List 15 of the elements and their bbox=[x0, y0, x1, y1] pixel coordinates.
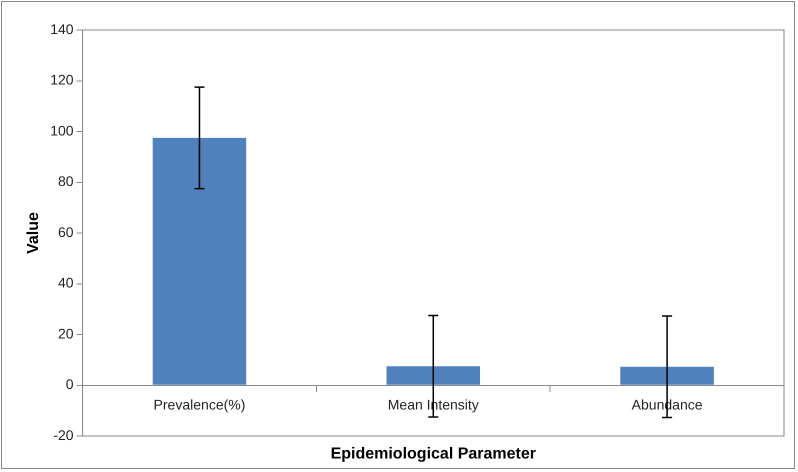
y-tick-label: 40 bbox=[58, 274, 74, 291]
y-tick-label: 140 bbox=[50, 20, 74, 37]
y-axis-title: Value bbox=[25, 212, 42, 254]
y-tick-label: -20 bbox=[53, 426, 74, 443]
x-axis-title: Epidemiological Parameter bbox=[330, 445, 536, 462]
x-tick-label: Prevalence(%) bbox=[154, 396, 246, 413]
bar bbox=[152, 138, 246, 385]
bar bbox=[386, 366, 480, 385]
y-tick-label: 0 bbox=[66, 376, 74, 392]
y-tick-label: 60 bbox=[58, 224, 74, 240]
y-tick-label: 100 bbox=[50, 122, 74, 138]
bar bbox=[620, 366, 714, 385]
y-tick-label: 120 bbox=[50, 72, 74, 88]
y-tick-label: 20 bbox=[58, 325, 74, 342]
y-tick-label: 80 bbox=[58, 173, 74, 190]
